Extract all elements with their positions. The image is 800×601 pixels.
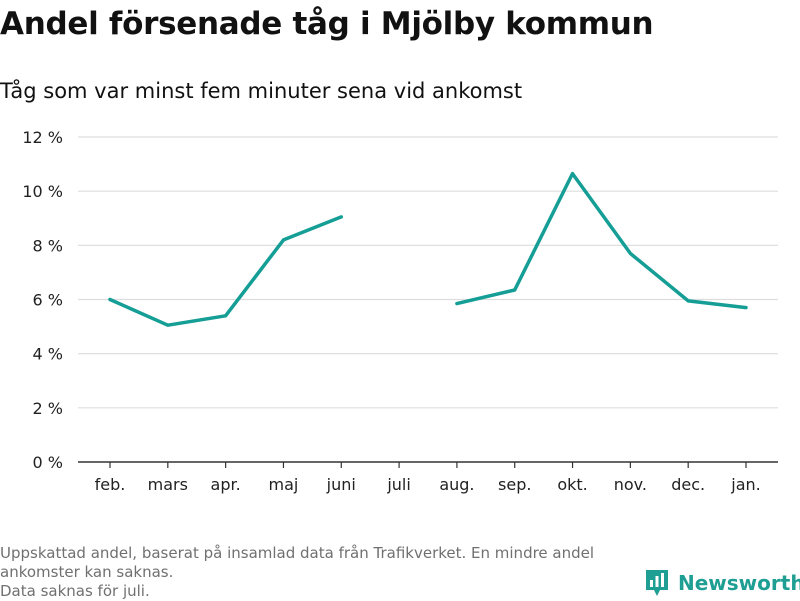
footnote-line-1: Uppskattad andel, baserat på insamlad da… (0, 544, 595, 581)
x-tick-label: feb. (95, 475, 126, 494)
y-tick-label: 4 % (33, 345, 63, 364)
series-line-segment (108, 215, 344, 327)
chart-title: Andel försenade tåg i Mjölby kommun (0, 6, 654, 42)
y-tick-label: 0 % (33, 453, 63, 472)
x-tick-label: sep. (498, 475, 531, 494)
series-lines (108, 171, 748, 327)
x-tick-label: jan. (730, 475, 760, 494)
series-line-segment (455, 171, 748, 310)
footnote-line-2: Data saknas för juli. (0, 582, 150, 600)
x-tick-label: juli (386, 475, 410, 494)
x-tick-label: aug. (439, 475, 474, 494)
x-tick-label: apr. (211, 475, 241, 494)
x-axis: feb. mars apr. maj juni juli aug. sep. okt. nov. d… (78, 461, 778, 494)
line-chart: 0 % 2 % 4 % 6 % 8 % 10 % 12 % feb. mars apr. maj j… (22, 128, 778, 494)
x-tick-label: juni (326, 475, 356, 494)
newsworthy-logo-icon (646, 570, 668, 596)
brand: Newsworthy (644, 568, 800, 598)
x-tick-label: okt. (557, 475, 587, 494)
chart-subtitle: Tåg som var minst fem minuter sena vid a… (0, 79, 523, 103)
y-tick-label: 2 % (33, 399, 63, 418)
y-tick-label: 10 % (22, 182, 63, 201)
x-tick-label: maj (269, 475, 299, 494)
footnote: Uppskattad andel, baserat på insamlad da… (0, 544, 630, 601)
y-tick-label: 12 % (22, 128, 63, 147)
brand-name: Newsworthy (678, 571, 800, 595)
y-tick-label: 8 % (33, 236, 63, 255)
y-tick-label: 6 % (33, 291, 63, 310)
grid-lines (78, 136, 778, 409)
x-tick-label: dec. (671, 475, 705, 494)
x-tick-label: nov. (614, 475, 647, 494)
y-axis-labels: 0 % 2 % 4 % 6 % 8 % 10 % 12 % (22, 128, 63, 472)
x-tick-label: mars (148, 475, 188, 494)
